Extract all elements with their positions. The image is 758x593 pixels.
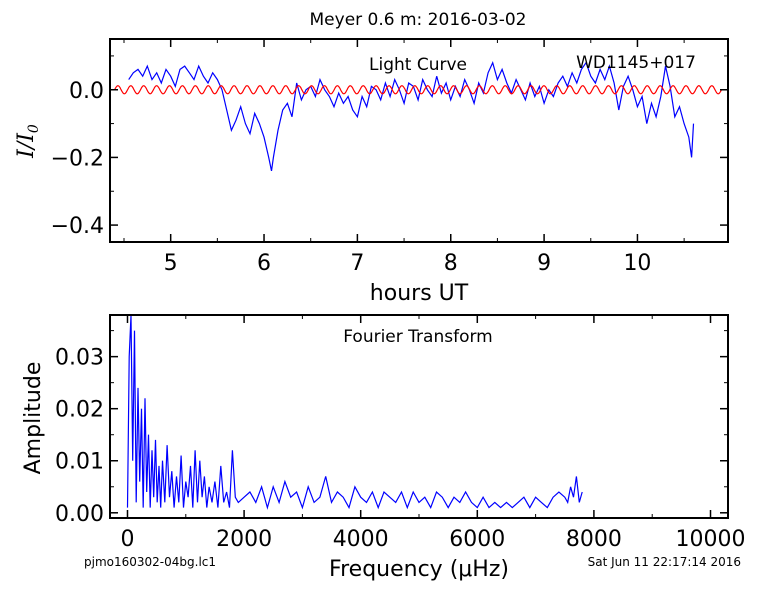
fourier-ytick-label: 0.03 <box>55 346 104 371</box>
target-name-annotation: WD1145+017 <box>576 53 696 73</box>
fourier-annotation: Fourier Transform <box>343 327 492 347</box>
ylabel-subscript: 0 <box>26 124 42 133</box>
footer-filename: pjmo160302-04bg.lc1 <box>84 555 216 569</box>
fourier-xtick-label: 8000 <box>566 527 622 552</box>
figure-title: Meyer 0.6 m: 2016-03-02 <box>310 10 527 30</box>
light-curve-plot-area <box>114 60 723 172</box>
light-curve-annotation: Light Curve <box>369 55 467 75</box>
footer-timestamp: Sat Jun 11 22:17:14 2016 <box>588 555 741 569</box>
fourier-ytick-label: 0.02 <box>55 398 104 423</box>
light-curve-ytick-label: −0.2 <box>51 146 104 171</box>
fourier-xtick-label: 10000 <box>676 527 746 552</box>
fourier-xtick-label: 2000 <box>216 527 272 552</box>
fourier-ticks: 0 2000 4000 6000 8000 10000 0.00 0.01 0.02 0.03 <box>55 315 746 552</box>
fourier-plot-area <box>126 315 583 510</box>
light-curve-series <box>114 60 723 172</box>
light-curve-ytick-label: −0.4 <box>51 214 104 239</box>
fourier-ytick-label: 0.01 <box>55 450 104 475</box>
light-curve-xtick-label: 9 <box>537 251 551 276</box>
light-curve-panel: 5 6 7 8 9 10 0.0 −0.2 −0.4 Light Curve WD1145+01… <box>14 38 729 306</box>
light-curve-xtick-label: 5 <box>164 251 178 276</box>
fourier-xtick-label: 0 <box>120 527 134 552</box>
fourier-series-data-line <box>126 315 583 510</box>
light-curve-xtick-label: 7 <box>350 251 364 276</box>
fourier-xtick-label: 6000 <box>449 527 505 552</box>
light-curve-ylabel: I/I0 <box>14 124 42 159</box>
light-curve-xlabel: hours UT <box>370 281 469 306</box>
light-curve-xtick-label: 10 <box>623 251 651 276</box>
light-curve-xtick-label: 8 <box>444 251 458 276</box>
ylabel-main: I/I <box>14 132 39 159</box>
light-curve-ytick-label: 0.0 <box>69 79 104 104</box>
fourier-xtick-label: 4000 <box>333 527 389 552</box>
fourier-series <box>126 315 583 510</box>
light-curve-series-data-line <box>128 60 695 172</box>
light-curve-series-fit-line <box>114 85 723 95</box>
fourier-panel: 0 2000 4000 6000 8000 10000 0.00 0.01 0.02 0.03 F… <box>21 314 746 582</box>
light-curve-ticks: 5 6 7 8 9 10 0.0 −0.2 −0.4 <box>51 39 728 276</box>
light-curve-xtick-label: 6 <box>257 251 271 276</box>
fourier-ylabel: Amplitude <box>21 362 46 475</box>
fourier-ytick-label: 0.00 <box>55 502 104 527</box>
fourier-xlabel: Frequency (μHz) <box>329 557 509 582</box>
light-curve-frame <box>109 38 729 243</box>
